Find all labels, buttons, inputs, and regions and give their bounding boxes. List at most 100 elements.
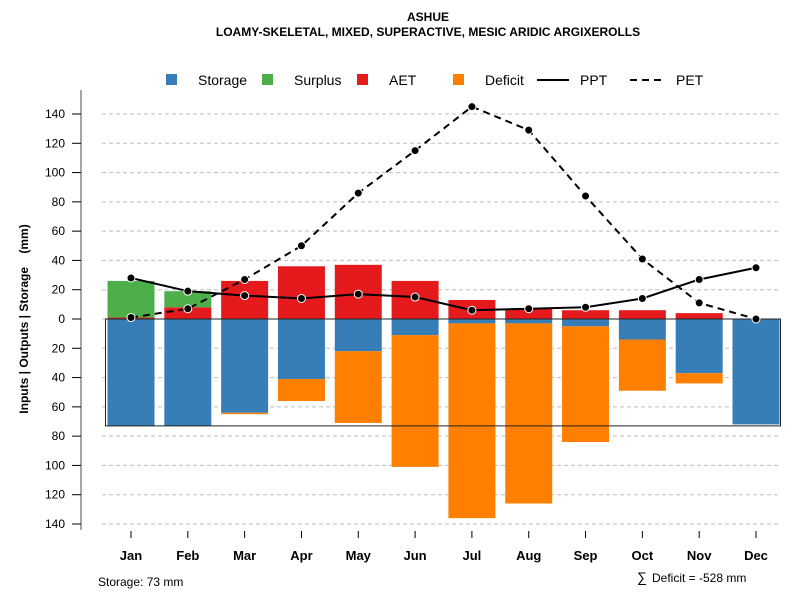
y-tick-label: 60	[52, 224, 66, 238]
pet-point	[467, 102, 477, 112]
legend-label-aet: AET	[389, 72, 417, 88]
pet-point	[581, 191, 591, 201]
grid	[102, 113, 780, 525]
bar-storage	[391, 319, 439, 336]
legend-swatch-storage	[166, 74, 177, 85]
lines	[126, 102, 761, 324]
x-tick-label: Mar	[233, 548, 256, 563]
y-tick-label: 60	[52, 400, 66, 414]
bar-storage	[221, 319, 269, 413]
bar-deficit	[675, 373, 723, 384]
y-tick-label: 0	[58, 312, 65, 326]
y-tick-label: 20	[52, 283, 66, 297]
ppt-line	[130, 266, 757, 312]
pet-point	[410, 146, 420, 156]
pet-point	[240, 274, 250, 284]
bar-storage	[164, 319, 212, 426]
ppt-point	[410, 292, 420, 302]
ppt-point	[751, 263, 761, 273]
legend-label-pet: PET	[676, 72, 704, 88]
pet-point	[183, 304, 193, 314]
pet-point	[637, 254, 647, 264]
bar-deficit	[277, 379, 325, 401]
ppt-point	[637, 294, 647, 303]
pet-line	[130, 105, 757, 320]
y-tick-label: 40	[52, 371, 66, 385]
y-tick-label: 120	[45, 488, 65, 502]
x-tick-label: Apr	[290, 548, 312, 563]
chart-subtitle: LOAMY-SKELETAL, MIXED, SUPERACTIVE, MESI…	[216, 25, 640, 39]
bar-aet	[277, 266, 325, 319]
y-tick-label: 140	[45, 517, 65, 531]
y-axis: 140 120 100 80 60 40 20 0 20 40 60 80 100 120 140	[45, 90, 82, 531]
bar-storage	[505, 319, 553, 324]
x-tick-label: Jul	[463, 548, 482, 563]
bar-storage	[675, 319, 723, 374]
bar-surplus	[164, 291, 212, 308]
y-tick-label: 120	[45, 136, 65, 150]
legend-swatch-surplus	[262, 74, 273, 85]
bar-storage	[562, 319, 610, 327]
ppt-point	[296, 294, 306, 303]
pet-point	[751, 314, 761, 324]
y-tick-label: 140	[45, 107, 65, 121]
x-tick-label: Feb	[176, 548, 199, 563]
x-tick-label: Sep	[574, 548, 598, 563]
bar-aet	[505, 308, 553, 319]
x-tick-label: Nov	[687, 548, 712, 563]
bar-storage	[732, 319, 780, 425]
bar-deficit	[505, 323, 553, 504]
legend-swatch-aet	[357, 74, 368, 85]
y-tick-label: 20	[52, 341, 66, 355]
y-tick-label: 40	[52, 253, 66, 267]
pet-point	[524, 125, 534, 135]
x-axis: Jan Feb Mar Apr May Jun Jul Aug Sep Oct Nov Dec	[120, 531, 768, 563]
legend: Storage Surplus AET Deficit PPT PET	[166, 72, 704, 88]
ppt-point	[240, 291, 250, 301]
ppt-point	[581, 302, 591, 312]
bar-deficit	[562, 326, 610, 442]
x-tick-label: May	[346, 548, 372, 563]
y-tick-label: 80	[52, 195, 66, 209]
legend-label-surplus: Surplus	[294, 72, 341, 88]
x-tick-label: Dec	[744, 548, 768, 563]
bar-deficit	[221, 412, 269, 415]
y-tick-label: 100	[45, 458, 65, 472]
bar-aet	[562, 310, 610, 319]
bar-storage	[107, 319, 155, 426]
x-tick-label: Jan	[120, 548, 142, 563]
x-tick-label: Jun	[404, 548, 427, 563]
y-tick-label: 100	[45, 166, 65, 180]
y-tick-label: 80	[52, 429, 66, 443]
bar-deficit	[334, 351, 382, 423]
pet-point	[694, 298, 704, 308]
bar-surplus	[107, 280, 155, 318]
legend-label-deficit: Deficit	[485, 72, 524, 88]
ppt-point	[694, 274, 704, 284]
bar-deficit	[448, 323, 496, 519]
pet-point	[296, 241, 306, 251]
bar-deficit	[618, 339, 666, 391]
ppt-point	[467, 305, 477, 315]
pet-point	[353, 188, 363, 198]
legend-label-ppt: PPT	[580, 72, 608, 88]
deficit-sum-symbol: ∑	[637, 569, 647, 585]
deficit-sum-annotation: Deficit = -528 mm	[652, 571, 746, 585]
ppt-point	[353, 289, 363, 299]
legend-swatch-deficit	[453, 74, 464, 85]
x-tick-label: Oct	[632, 548, 654, 563]
bar-storage	[277, 319, 325, 380]
ppt-point	[126, 273, 136, 283]
x-tick-label: Aug	[516, 548, 541, 563]
y-axis-label: Inputs | Outputs | Storage (mm)	[17, 224, 31, 413]
bar-storage	[618, 319, 666, 340]
bar-storage	[448, 319, 496, 324]
pet-point	[126, 313, 136, 323]
bar-aet	[675, 313, 723, 319]
chart-title: ASHUE	[407, 10, 449, 24]
ppt-point	[183, 286, 193, 296]
ppt-point	[524, 304, 534, 314]
storage-annotation: Storage: 73 mm	[98, 575, 183, 589]
bar-storage	[334, 319, 382, 352]
